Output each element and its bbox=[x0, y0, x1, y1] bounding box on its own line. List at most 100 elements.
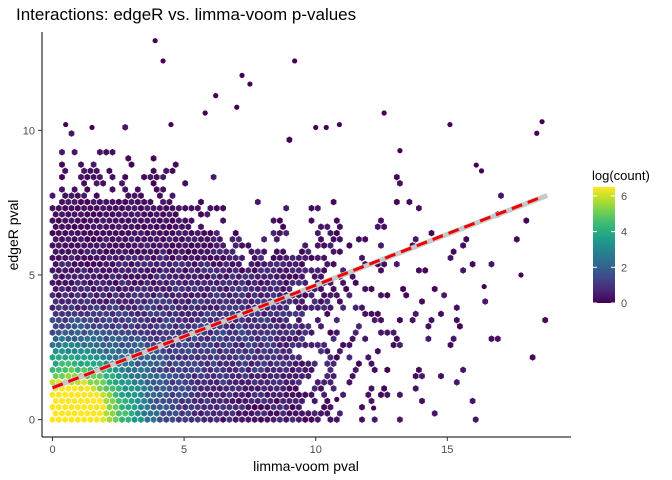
hex-cell bbox=[415, 366, 422, 374]
hex-cell bbox=[204, 372, 211, 380]
hex-cell bbox=[280, 409, 287, 418]
hex-cell bbox=[336, 409, 343, 418]
hex-cell bbox=[118, 216, 126, 225]
hex-cell bbox=[74, 391, 81, 399]
hex-cell bbox=[169, 316, 176, 324]
hex-cell bbox=[52, 360, 59, 368]
hex-cell bbox=[182, 279, 189, 287]
hex-cell bbox=[308, 366, 315, 374]
hex-cell bbox=[96, 272, 104, 281]
hex-cell bbox=[185, 384, 192, 393]
hex-cell bbox=[115, 322, 123, 330]
hex-cell bbox=[273, 335, 280, 343]
hex-cell bbox=[153, 409, 160, 418]
hex-cell bbox=[109, 185, 116, 194]
hex-cell bbox=[305, 322, 312, 330]
hex-cell bbox=[330, 248, 337, 256]
hex-cell bbox=[207, 391, 214, 399]
hex-cell bbox=[273, 409, 280, 418]
hex-cell bbox=[210, 384, 217, 393]
hex-cell bbox=[156, 316, 164, 324]
hex-cell bbox=[384, 291, 391, 299]
hex-cell bbox=[330, 198, 337, 206]
outlier-point bbox=[473, 162, 479, 168]
hex-cell bbox=[188, 304, 195, 312]
hex-cell bbox=[93, 304, 100, 312]
hex-cell bbox=[103, 272, 110, 281]
hex-cell bbox=[185, 260, 192, 268]
hex-cell bbox=[267, 272, 274, 281]
hex-cell bbox=[273, 397, 280, 405]
hex-cell bbox=[96, 248, 104, 256]
hex-cell bbox=[219, 291, 227, 299]
hex-cell bbox=[166, 285, 173, 293]
hex-cell bbox=[137, 241, 145, 250]
hex-cell bbox=[96, 260, 104, 268]
hex-cell bbox=[229, 347, 236, 355]
hex-cell bbox=[166, 322, 173, 330]
hex-cell bbox=[172, 235, 179, 243]
hex-cell bbox=[396, 316, 403, 324]
hex-cell bbox=[286, 297, 293, 306]
hex-cell bbox=[289, 366, 296, 374]
hex-cell bbox=[84, 185, 91, 194]
hex-cell bbox=[153, 322, 160, 330]
hex-cell bbox=[330, 335, 337, 343]
hex-cell bbox=[453, 304, 460, 312]
hex-cell bbox=[159, 185, 167, 194]
hex-cell bbox=[74, 328, 81, 337]
hex-cell bbox=[368, 360, 375, 368]
hex-cell bbox=[283, 229, 290, 237]
hex-cell bbox=[137, 266, 145, 275]
hex-cell bbox=[245, 391, 252, 399]
hex-cell bbox=[377, 328, 385, 337]
hex-cell bbox=[84, 235, 91, 243]
hex-cell bbox=[245, 353, 252, 362]
hex-cell bbox=[49, 291, 56, 299]
hex-cell bbox=[144, 403, 151, 411]
hex-cell bbox=[393, 260, 400, 268]
hex-cell bbox=[156, 353, 164, 362]
hex-cell bbox=[232, 304, 239, 312]
hex-cell bbox=[99, 204, 107, 212]
hex-cell bbox=[74, 279, 81, 287]
hex-cell bbox=[232, 279, 239, 287]
hex-cell bbox=[406, 198, 413, 206]
hex-cell bbox=[62, 415, 69, 424]
hex-cell bbox=[169, 366, 176, 374]
chart-title: Interactions: edgeR vs. limma-voom p-val… bbox=[16, 5, 356, 24]
hex-cell bbox=[99, 353, 107, 362]
hex-cell bbox=[122, 185, 129, 194]
hex-cell bbox=[188, 403, 195, 411]
hex-cell bbox=[153, 173, 160, 181]
hex-cell bbox=[131, 266, 138, 275]
hex-cell bbox=[150, 391, 157, 399]
hex-cell bbox=[118, 328, 126, 337]
hex-cell bbox=[302, 241, 309, 250]
hex-cell bbox=[321, 341, 328, 349]
hex-cell bbox=[163, 254, 170, 262]
hex-cell bbox=[87, 403, 94, 411]
hex-cell bbox=[200, 391, 208, 399]
hex-cell bbox=[207, 266, 214, 275]
hex-cell bbox=[283, 366, 290, 374]
hex-cell bbox=[147, 409, 154, 418]
hex-cell bbox=[96, 198, 104, 206]
hex-cell bbox=[140, 397, 148, 405]
hex-cell bbox=[55, 341, 62, 349]
hex-cell bbox=[71, 409, 78, 418]
hex-cell bbox=[219, 254, 227, 262]
hex-cell bbox=[49, 192, 56, 200]
hex-cell bbox=[292, 397, 299, 405]
hex-cell bbox=[58, 310, 66, 318]
hex-cell bbox=[58, 185, 66, 194]
hex-cell bbox=[96, 409, 104, 418]
hex-cell bbox=[80, 216, 88, 225]
hex-cell bbox=[103, 285, 110, 293]
hex-cell bbox=[137, 366, 145, 374]
hex-cell bbox=[153, 384, 160, 393]
hex-cell bbox=[324, 397, 331, 405]
hex-cell bbox=[137, 328, 145, 337]
hex-cell bbox=[159, 322, 167, 330]
hex-cell bbox=[118, 241, 126, 250]
